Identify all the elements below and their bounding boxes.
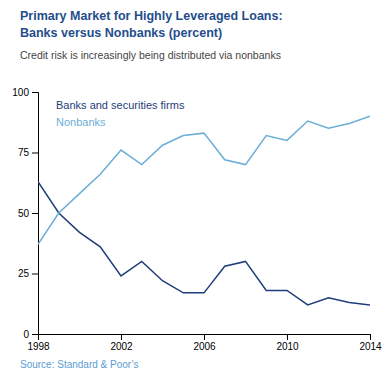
tick: 2006 xyxy=(193,334,216,352)
tick-mark xyxy=(121,334,122,340)
tick: 1998 xyxy=(27,334,50,352)
tick-mark xyxy=(204,334,205,340)
source: Source: Standard & Poor’s xyxy=(20,359,139,370)
tick: 25 xyxy=(18,268,38,279)
axis-domain xyxy=(39,335,371,341)
tick-label: 25 xyxy=(18,268,30,279)
tick-mark xyxy=(370,334,371,340)
tick: 100 xyxy=(12,87,38,98)
legend-entry: Nonbanks xyxy=(56,116,106,128)
legend-entry: Banks and securities firms xyxy=(56,99,185,111)
tick-label: 2006 xyxy=(193,341,216,352)
x-axis: 1998 2002 2006 2010 2014 xyxy=(27,334,382,352)
tick-label: 1998 xyxy=(27,341,50,352)
tick: 75 xyxy=(18,147,38,158)
y-axis: 0 25 50 75 100 xyxy=(12,87,38,340)
title: Banks versus Nonbanks (percent) xyxy=(20,26,222,40)
line xyxy=(38,116,370,244)
tick-label: 75 xyxy=(18,147,30,158)
tick-mark xyxy=(32,213,38,214)
tick: 0 xyxy=(23,329,38,340)
chart: Primary Market for Highly Leveraged Loan… xyxy=(0,0,392,374)
tick-label: 2002 xyxy=(110,341,133,352)
tick-mark xyxy=(287,334,288,340)
axis-domain xyxy=(32,93,39,335)
tick: 50 xyxy=(18,208,38,219)
tick-label: 100 xyxy=(12,87,29,98)
tick-mark xyxy=(32,334,38,335)
tick-label: 2014 xyxy=(359,341,382,352)
legend: Banks and securities firms Nonbanks xyxy=(56,99,185,128)
line xyxy=(38,182,370,305)
title: Primary Market for Highly Leveraged Loan… xyxy=(20,9,283,23)
tick-label: 2010 xyxy=(276,341,299,352)
tick: 2010 xyxy=(276,334,299,352)
tick-label: 0 xyxy=(23,329,29,340)
tick-mark xyxy=(32,274,38,275)
plot: 1998 2002 2006 2010 2014 0 25 50 75 100 Banks and … xyxy=(12,87,382,352)
lines xyxy=(38,116,370,305)
tick-label: 50 xyxy=(18,208,30,219)
subtitle: Credit risk is increasingly being distri… xyxy=(20,49,281,61)
tick-mark xyxy=(32,153,38,154)
tick: 2014 xyxy=(359,334,382,352)
tick: 2002 xyxy=(110,334,133,352)
tick-mark xyxy=(32,92,38,93)
